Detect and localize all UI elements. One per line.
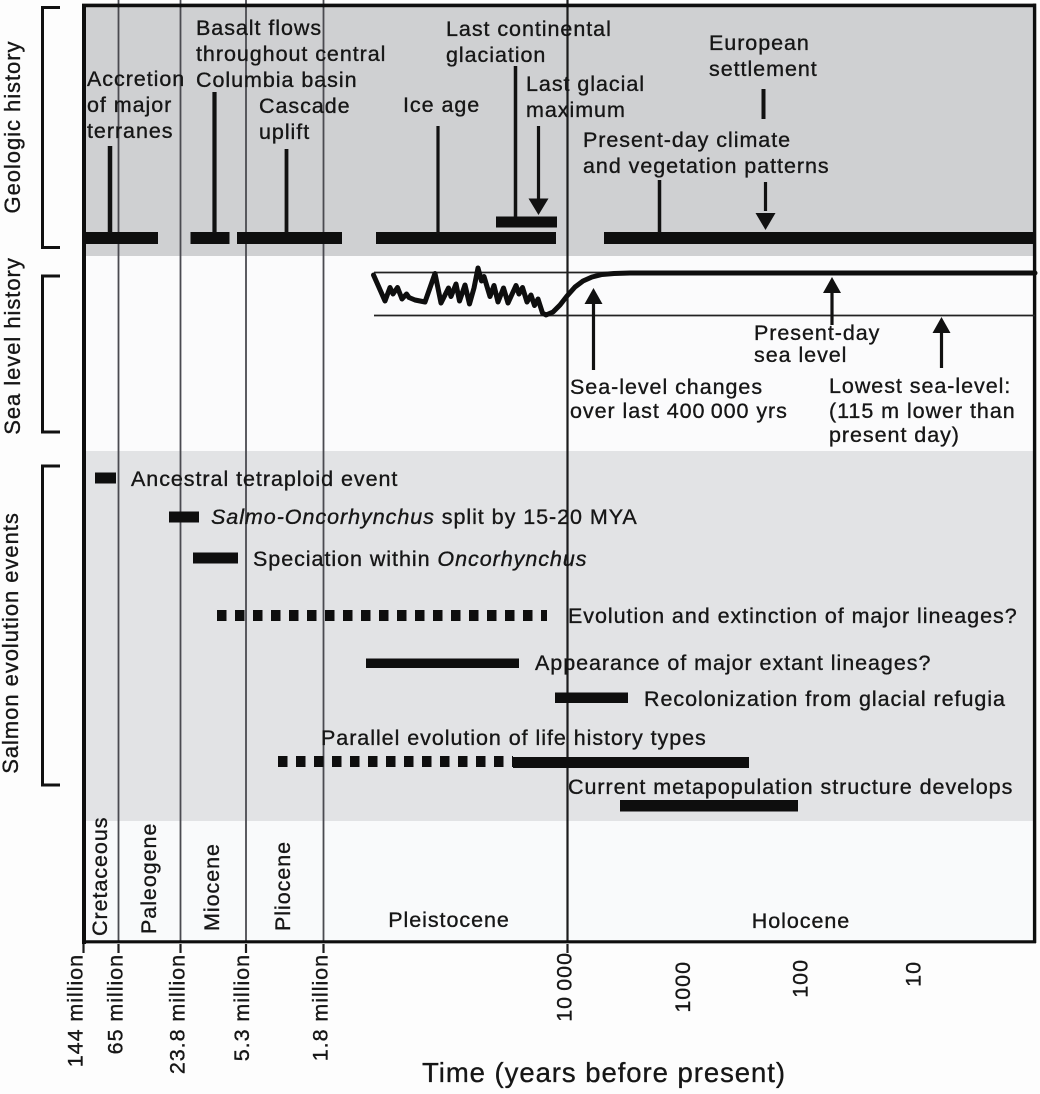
svg-text:10 000: 10 000 <box>553 952 577 1022</box>
svg-text:Salmon evolution events: Salmon evolution events <box>0 512 23 774</box>
svg-text:(115 m lower than: (115 m lower than <box>829 399 1016 423</box>
svg-text:uplift: uplift <box>259 120 310 144</box>
svg-text:Ice age: Ice age <box>403 93 480 117</box>
svg-text:Ancestral tetraploid event: Ancestral tetraploid event <box>131 467 398 491</box>
svg-text:Accretion: Accretion <box>87 67 185 91</box>
svg-text:Cascade: Cascade <box>259 94 351 118</box>
svg-text:23.8 million: 23.8 million <box>166 954 190 1074</box>
svg-text:Recolonization from glacial re: Recolonization from glacial refugia <box>644 687 1006 711</box>
svg-text:Parallel evolution of life his: Parallel evolution of life history types <box>321 726 707 750</box>
svg-text:present day): present day) <box>829 423 960 447</box>
svg-text:Appearance of major extant lin: Appearance of major extant lineages? <box>535 651 931 675</box>
svg-text:of major: of major <box>87 93 172 117</box>
svg-text:sea level: sea level <box>754 343 847 367</box>
svg-text:Time (years before present): Time (years before present) <box>422 1057 786 1088</box>
svg-text:Evolution and extinction of ma: Evolution and extinction of major lineag… <box>568 604 1018 628</box>
svg-text:Last glacial: Last glacial <box>526 72 645 96</box>
svg-text:Miocene: Miocene <box>200 843 224 931</box>
svg-text:Present-day: Present-day <box>754 321 880 345</box>
svg-text:glaciation: glaciation <box>446 43 546 67</box>
svg-text:Pliocene: Pliocene <box>271 841 295 931</box>
svg-text:maximum: maximum <box>526 98 626 122</box>
svg-text:Paleogene: Paleogene <box>137 823 161 934</box>
svg-text:throughout central: throughout central <box>196 42 386 66</box>
svg-text:Current metapopulation structu: Current metapopulation structure develop… <box>568 775 1013 799</box>
svg-text:Lowest sea-level:: Lowest sea-level: <box>829 374 1011 398</box>
svg-text:5.3 million: 5.3 million <box>230 954 254 1061</box>
svg-text:Speciation within Oncorhynchus: Speciation within Oncorhynchus <box>253 547 587 571</box>
svg-text:Salmo-Oncorhynchus split by 15: Salmo-Oncorhynchus split by 15-20 MYA <box>211 505 638 529</box>
svg-text:settlement: settlement <box>709 57 818 81</box>
svg-text:Holocene: Holocene <box>752 909 850 933</box>
svg-text:Columbia basin: Columbia basin <box>196 68 358 92</box>
svg-text:1.8 million: 1.8 million <box>309 954 333 1061</box>
svg-text:Cretaceous: Cretaceous <box>88 817 112 936</box>
svg-text:10: 10 <box>902 961 926 987</box>
svg-text:Pleistocene: Pleistocene <box>388 908 510 932</box>
svg-text:Geologic history: Geologic history <box>0 41 25 214</box>
svg-text:European: European <box>709 31 810 55</box>
svg-text:100: 100 <box>789 959 813 998</box>
svg-text:Basalt flows: Basalt flows <box>196 16 322 40</box>
svg-text:Last continental: Last continental <box>446 17 612 41</box>
svg-text:Sea-level changes: Sea-level changes <box>570 375 763 399</box>
svg-text:and vegetation patterns: and vegetation patterns <box>583 154 830 178</box>
svg-text:terranes: terranes <box>87 119 173 143</box>
svg-text:Sea level history: Sea level history <box>0 257 25 435</box>
svg-text:1000: 1000 <box>671 961 695 1013</box>
svg-text:144 million: 144 million <box>64 954 88 1067</box>
svg-text:over last 400 000 yrs: over last 400 000 yrs <box>570 399 788 423</box>
svg-text:Present-day climate: Present-day climate <box>583 128 791 152</box>
svg-text:65 million: 65 million <box>104 954 128 1054</box>
